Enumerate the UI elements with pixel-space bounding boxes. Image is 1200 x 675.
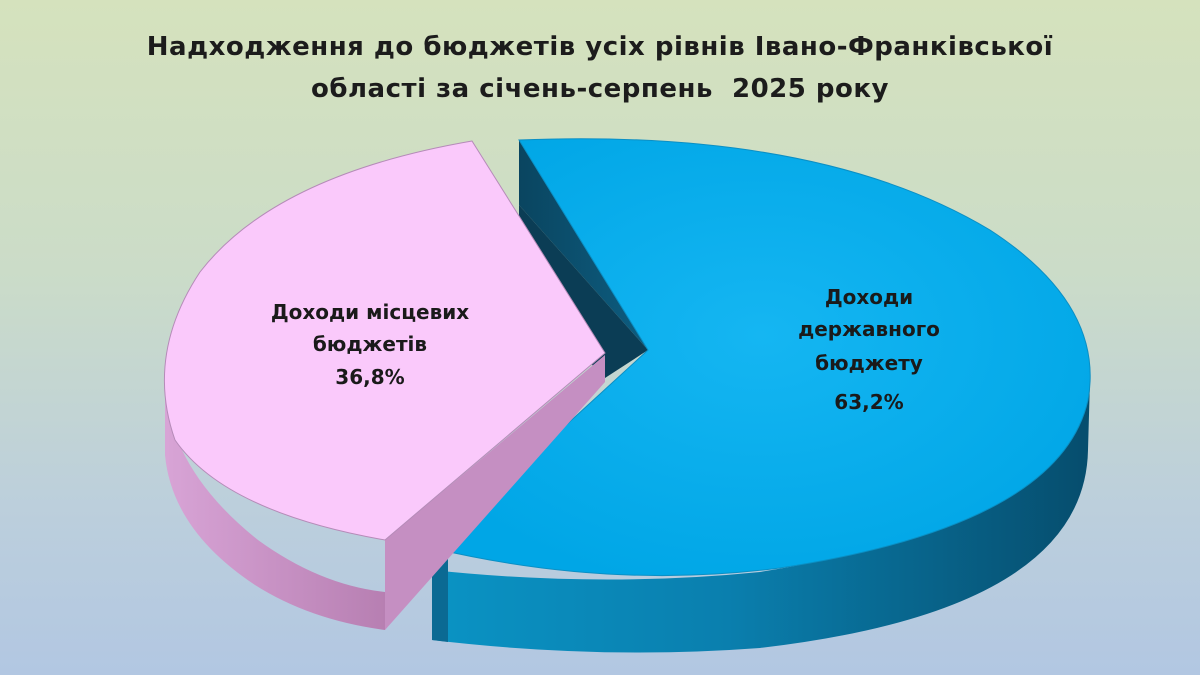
local-budgets-label: Доходи місцевих бюджетів 36,8%: [271, 300, 469, 389]
state-budget-label-line-2: державного: [798, 317, 940, 341]
state-budget-slice-top: [430, 138, 1091, 577]
chart-title: Надходження до бюджетів усіх рівнів Іван…: [100, 26, 1100, 110]
state-budget-label-line-1: Доходи: [825, 285, 913, 309]
local-budgets-slice-side-front: [165, 385, 385, 630]
state-budget-label-line-3: бюджету: [815, 351, 923, 375]
local-budgets-label-line-2: бюджетів: [313, 332, 427, 356]
slice-local-budgets: [163, 140, 606, 630]
local-budgets-slice-side-cut: [385, 355, 605, 630]
state-budget-label: Доходи державного бюджету 63,2%: [798, 285, 940, 414]
state-budget-slice-inner-face-lower: [519, 205, 648, 378]
chart-title-line-1: Надходження до бюджетів усіх рівнів Іван…: [146, 32, 1054, 62]
local-budgets-label-line-1: Доходи місцевих: [271, 300, 469, 324]
state-budget-value-label: 63,2%: [834, 390, 903, 414]
local-budgets-value-label: 36,8%: [335, 365, 404, 389]
slice-state-budget: [430, 138, 1091, 653]
chart-title-line-2: області за січень-серпень 2025 року: [310, 74, 889, 104]
local-budgets-slice-top: [163, 140, 606, 541]
state-budget-slice-side: [432, 380, 1090, 653]
